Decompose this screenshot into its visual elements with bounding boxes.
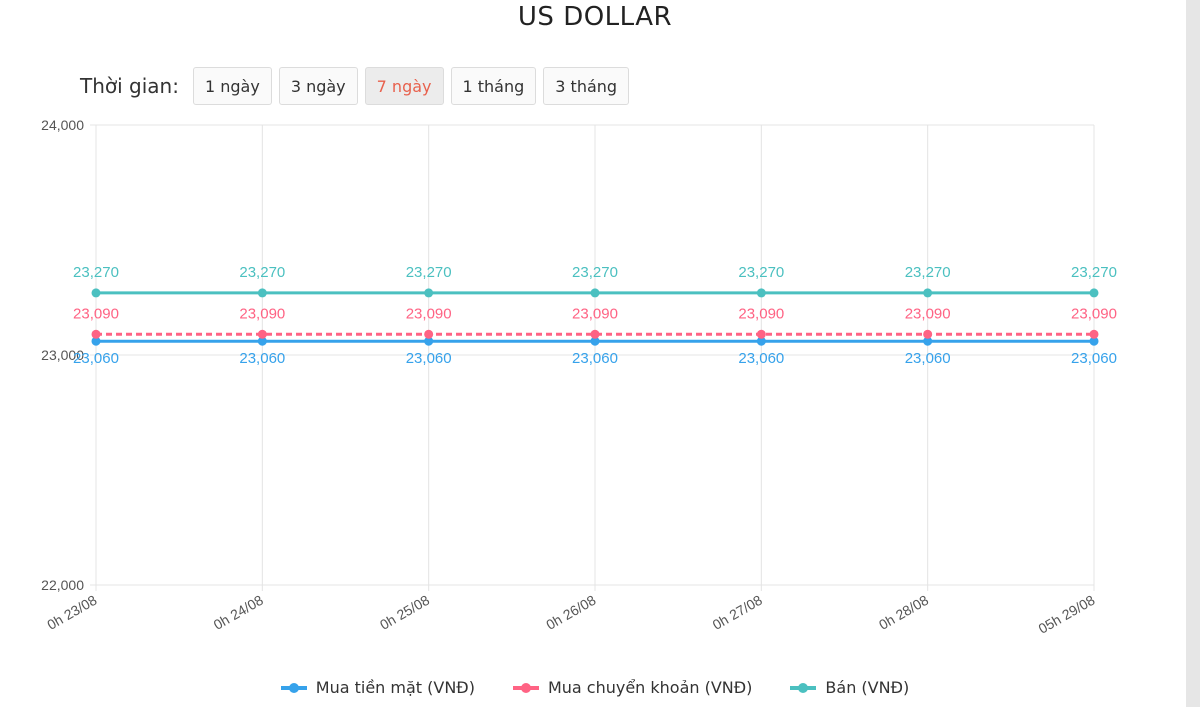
legend-label-cash-buy: Mua tiền mặt (VNĐ): [315, 678, 475, 697]
data-point: [590, 288, 600, 298]
time-range-selector: Thời gian: 1 ngày 3 ngày 7 ngày 1 tháng …: [80, 66, 636, 106]
legend-swatch-sell: [790, 682, 817, 693]
data-point: [756, 329, 766, 339]
page-title: US DOLLAR: [517, 2, 673, 32]
data-label: 23,060: [738, 350, 784, 367]
legend-item-transfer-buy[interactable]: Mua chuyển khoản (VNĐ): [512, 678, 753, 697]
x-tick-label: 0h 25/08: [377, 592, 432, 633]
data-point: [923, 336, 933, 346]
data-label: 23,060: [572, 350, 618, 367]
x-tick-label: 0h 24/08: [211, 592, 266, 633]
x-tick-label: 0h 28/08: [876, 592, 931, 633]
legend-swatch-transfer-buy: [512, 682, 539, 693]
data-point: [257, 329, 267, 339]
range-3-months-button[interactable]: 3 tháng: [543, 67, 630, 105]
data-point: [756, 288, 766, 298]
legend-item-cash-buy[interactable]: Mua tiền mặt (VNĐ): [280, 678, 475, 697]
data-label: 23,270: [905, 264, 951, 281]
legend-label-sell: Bán (VNĐ): [825, 678, 910, 697]
data-point: [424, 329, 434, 339]
legend-label-transfer-buy: Mua chuyển khoản (VNĐ): [547, 678, 753, 697]
data-label: 23,270: [1071, 264, 1117, 281]
data-label: 23,060: [239, 350, 285, 367]
data-label: 23,060: [905, 350, 951, 367]
range-1-month-button[interactable]: 1 tháng: [450, 67, 537, 105]
page-scrollbar[interactable]: [1186, 0, 1200, 707]
data-label: 23,060: [73, 350, 119, 367]
range-3-days-button[interactable]: 3 ngày: [278, 67, 358, 105]
data-label: 23,060: [1071, 350, 1117, 367]
data-point: [756, 336, 766, 346]
data-label: 23,270: [406, 264, 452, 281]
data-point: [91, 288, 101, 298]
y-tick-label: 22,000: [41, 577, 84, 593]
data-label: 23,090: [905, 305, 951, 322]
data-point: [1089, 336, 1099, 346]
data-point: [590, 336, 600, 346]
data-label: 23,090: [1071, 305, 1117, 322]
x-tick-label: 05h 29/08: [1036, 592, 1098, 637]
data-point: [424, 288, 434, 298]
data-point: [1089, 288, 1099, 298]
data-label: 23,090: [239, 305, 285, 322]
x-tick-label: 0h 27/08: [710, 592, 765, 633]
data-label: 23,270: [73, 264, 119, 281]
legend-item-sell[interactable]: Bán (VNĐ): [790, 678, 909, 697]
data-point: [91, 329, 101, 339]
data-label: 23,090: [73, 305, 119, 322]
x-tick-label: 0h 23/08: [44, 592, 99, 633]
data-label: 23,270: [239, 264, 285, 281]
data-label: 23,090: [406, 305, 452, 322]
data-label: 23,090: [738, 305, 784, 322]
data-label: 23,270: [572, 264, 618, 281]
chart-legend: Mua tiền mặt (VNĐ) Mua chuyển khoản (VNĐ…: [0, 678, 1190, 697]
data-point: [257, 336, 267, 346]
data-label: 23,090: [572, 305, 618, 322]
data-point: [923, 329, 933, 339]
data-point: [91, 336, 101, 346]
range-1-day-button[interactable]: 1 ngày: [192, 67, 272, 105]
data-point: [257, 288, 267, 298]
legend-swatch-cash-buy: [280, 682, 307, 693]
y-tick-label: 23,000: [41, 347, 84, 363]
data-point: [424, 336, 434, 346]
data-point: [590, 329, 600, 339]
x-tick-label: 0h 26/08: [543, 592, 598, 633]
data-label: 23,270: [738, 264, 784, 281]
data-label: 23,060: [406, 350, 452, 367]
time-range-label: Thời gian:: [80, 74, 179, 98]
data-point: [923, 288, 933, 298]
data-point: [1089, 329, 1099, 339]
y-tick-label: 24,000: [41, 117, 84, 133]
range-7-days-button[interactable]: 7 ngày: [364, 67, 444, 105]
